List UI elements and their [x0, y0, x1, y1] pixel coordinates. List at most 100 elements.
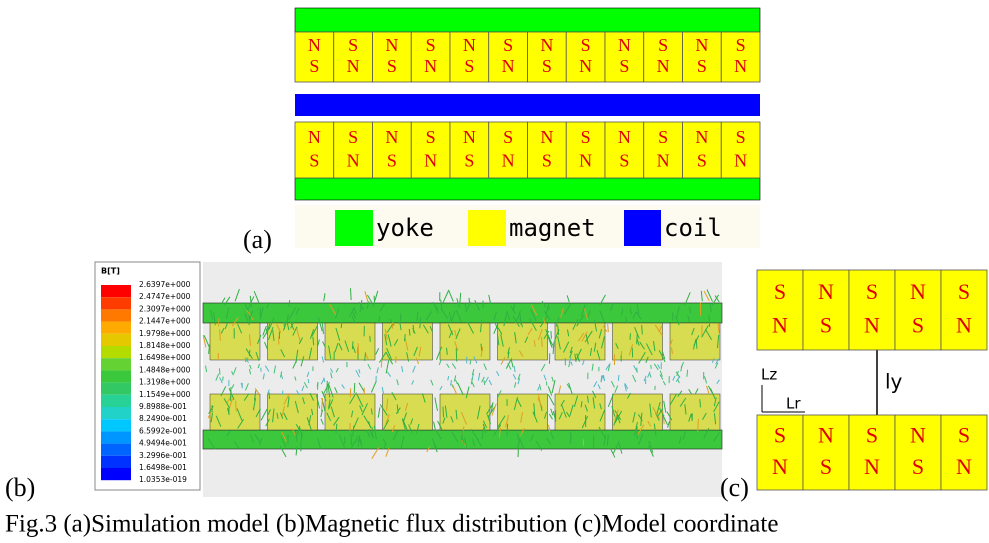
pole-label: N	[308, 35, 321, 55]
colorbar-swatch	[101, 285, 131, 297]
pole-label: S	[348, 127, 358, 147]
colorbar-label: 1.6498e-001	[139, 463, 187, 472]
legend-swatch	[468, 210, 506, 246]
yoke-region	[203, 303, 722, 323]
pole-label: S	[503, 127, 513, 147]
pole-label: N	[910, 279, 926, 304]
colorbar-label: 3.2996e-001	[139, 451, 187, 460]
pole-label: S	[503, 35, 513, 55]
flux-arrow	[709, 315, 710, 327]
pole-label: N	[618, 127, 631, 147]
legend-swatch	[624, 210, 661, 246]
colorbar-swatch	[101, 468, 131, 480]
colorbar-label: 4.9494e-001	[139, 439, 187, 448]
pole-label: S	[866, 423, 878, 448]
pole-label: S	[464, 150, 474, 170]
panel-label: (c)	[720, 473, 749, 502]
colorbar-swatch	[101, 444, 131, 456]
pole-label: N	[818, 423, 834, 448]
pole-label: N	[695, 35, 708, 55]
pole-label: N	[956, 454, 972, 479]
pole-label: S	[387, 150, 397, 170]
pole-label: N	[385, 127, 398, 147]
colorbar-title: B[T]	[101, 267, 120, 276]
pole-label: N	[424, 56, 437, 76]
flux-arrow	[447, 348, 448, 355]
axis-label: Lr	[786, 395, 801, 413]
pole-label: S	[619, 150, 629, 170]
caption: Fig.3 (a)Simulation model (b)Magnetic fl…	[5, 511, 778, 538]
magnet-region	[670, 394, 720, 430]
panel-label: (a)	[243, 225, 272, 254]
pole-label: S	[774, 423, 786, 448]
colorbar-swatch	[101, 456, 131, 468]
pole-label: S	[348, 35, 358, 55]
pole-label: S	[820, 454, 832, 479]
flux-arrow	[354, 383, 355, 393]
flux-arrow	[549, 304, 550, 310]
flux-arrow	[698, 419, 699, 432]
legend-label: yoke	[376, 214, 434, 242]
colorbar-label: 9.8988e-001	[139, 402, 187, 411]
pole-label: N	[864, 454, 880, 479]
panel-label: (b)	[5, 473, 35, 502]
flux-arrow	[642, 325, 643, 334]
pole-label: S	[387, 56, 397, 76]
pole-label: S	[658, 35, 668, 55]
pole-label: N	[618, 35, 631, 55]
colorbar-label: 6.5992e-001	[139, 426, 187, 435]
pole-label: N	[540, 35, 553, 55]
colorbar-swatch	[101, 431, 131, 443]
yoke-top	[295, 8, 760, 32]
colorbar-swatch	[101, 346, 131, 358]
pole-label: N	[347, 150, 360, 170]
pole-label: S	[309, 150, 319, 170]
pole-label: S	[866, 279, 878, 304]
pole-label: S	[542, 150, 552, 170]
gap-label: ly	[885, 370, 903, 394]
flux-arrow	[352, 341, 353, 349]
magnet-region	[210, 394, 260, 430]
flux-arrow	[651, 365, 652, 369]
legend-swatch	[335, 210, 373, 246]
pole-label: S	[697, 56, 707, 76]
pole-label: N	[772, 313, 788, 338]
pole-label: N	[579, 56, 592, 76]
colorbar-swatch	[101, 334, 131, 346]
colorbar-swatch	[101, 407, 131, 419]
pole-label: S	[658, 127, 668, 147]
pole-label: S	[736, 35, 746, 55]
pole-label: S	[958, 423, 970, 448]
pole-label: N	[657, 56, 670, 76]
pole-label: S	[581, 127, 591, 147]
pole-label: N	[579, 150, 592, 170]
pole-label: S	[774, 279, 786, 304]
pole-label: N	[772, 454, 788, 479]
pole-label: N	[308, 127, 321, 147]
colorbar-label: 8.2490e-001	[139, 414, 187, 423]
colorbar-label: 1.3198e+000	[139, 378, 191, 387]
plot-background	[203, 262, 722, 497]
pole-label: N	[502, 150, 515, 170]
flux-arrow	[370, 336, 371, 342]
colorbar-label: 1.6498e+000	[139, 353, 191, 362]
legend-label: magnet	[509, 214, 596, 242]
colorbar-label: 1.0353e-019	[139, 475, 187, 484]
pole-label: N	[463, 35, 476, 55]
magnet-region	[440, 394, 490, 430]
colorbar-label: 1.8148e+000	[139, 341, 191, 350]
pole-label: S	[619, 56, 629, 76]
pole-label: S	[912, 454, 924, 479]
pole-label: S	[697, 150, 707, 170]
flux-arrow	[618, 375, 619, 381]
pole-label: S	[542, 56, 552, 76]
pole-label: N	[734, 150, 747, 170]
colorbar-swatch	[101, 383, 131, 395]
colorbar-swatch	[101, 370, 131, 382]
flux-arrow	[507, 424, 508, 437]
colorbar-swatch	[101, 297, 131, 309]
colorbar-swatch	[101, 395, 131, 407]
pole-label: S	[426, 127, 436, 147]
pole-label: N	[540, 127, 553, 147]
pole-label: N	[463, 127, 476, 147]
